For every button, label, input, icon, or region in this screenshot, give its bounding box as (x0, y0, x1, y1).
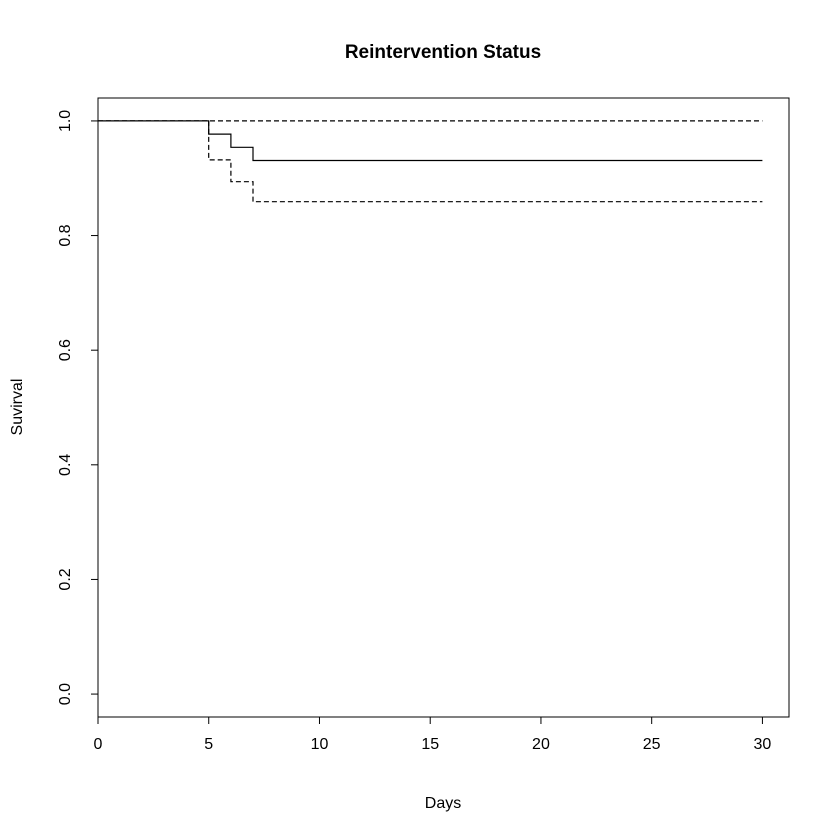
series-layer (98, 120, 763, 203)
x-tick-label: 10 (311, 736, 329, 753)
x-tick-label: 30 (754, 736, 772, 753)
x-tick-label: 0 (94, 736, 103, 753)
x-tick-label: 15 (421, 736, 439, 753)
x-axis-label: Days (425, 795, 461, 812)
y-tick-label: 0.6 (57, 339, 74, 361)
x-tick-label: 20 (532, 736, 550, 753)
x-tick-label: 5 (204, 736, 213, 753)
y-axis: 0.0 0.2 0.4 0.6 0.8 1.0 (57, 110, 99, 705)
y-axis-label: Suvirval (9, 379, 26, 436)
y-tick-label: 0.8 (57, 224, 74, 246)
x-tick-label: 25 (643, 736, 661, 753)
plot-frame (97, 97, 790, 718)
confidence-band-line (208, 120, 763, 203)
y-tick-label: 1.0 (57, 110, 74, 132)
y-tick-label: 0.0 (57, 683, 74, 705)
survival-estimate-line (98, 120, 763, 162)
chart-title: Reintervention Status (345, 42, 541, 63)
y-tick-label: 0.2 (57, 568, 74, 590)
y-tick-label: 0.4 (57, 454, 74, 476)
x-axis: 0 5 10 15 20 25 30 (94, 716, 772, 753)
